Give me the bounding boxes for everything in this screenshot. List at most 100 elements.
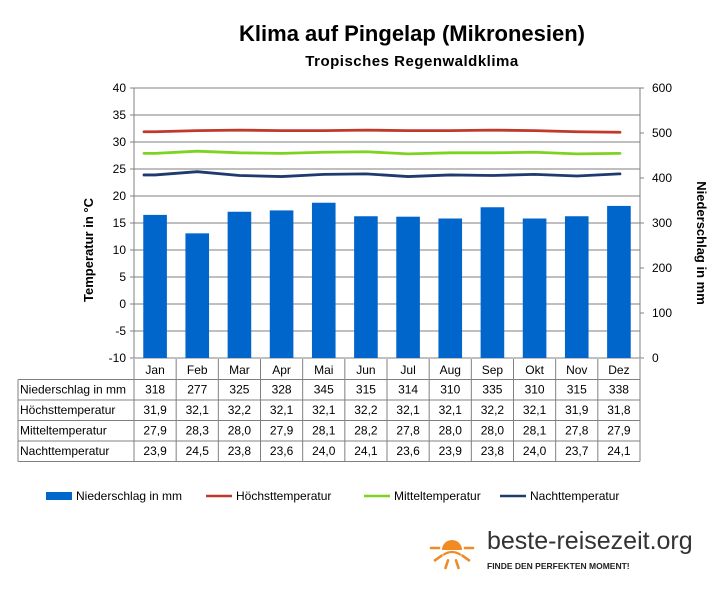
brand-tagline: FINDE DEN PERFEKTEN MOMENT! — [487, 561, 630, 571]
table-cell: 32,1 — [312, 403, 336, 417]
y-left-tick-label: -10 — [109, 351, 127, 365]
y-right-tick-label: 100 — [652, 306, 672, 320]
sun-ray — [454, 559, 460, 570]
table-cell: 28,0 — [439, 424, 463, 438]
table-cell: 31,9 — [565, 403, 589, 417]
table-cell: 27,9 — [607, 424, 631, 438]
table-cell: 335 — [482, 383, 502, 397]
table-cell: 27,9 — [270, 424, 294, 438]
sun-ray — [461, 554, 471, 562]
y-axis-left: 40 35 30 25 20 15 10 5 0 -5 -10 — [109, 81, 134, 365]
table-cell: 315 — [356, 383, 376, 397]
table-cell: 338 — [609, 383, 629, 397]
legend-label: Niederschlag in mm — [76, 489, 182, 503]
line-mitteltemperatur — [142, 149, 622, 156]
legend: Niederschlag in mm Höchsttemperatur Mittel… — [46, 489, 619, 503]
table-cell: 32,2 — [481, 403, 505, 417]
table-cell: 315 — [567, 383, 587, 397]
y-axis-left-label: Temperatur in °C — [81, 197, 96, 302]
y-left-tick-label: 0 — [119, 297, 126, 311]
table-cell: 23,8 — [228, 444, 252, 458]
table-cell: 23,6 — [270, 444, 294, 458]
precipitation-bar — [522, 218, 547, 358]
x-tick-label: Jul — [400, 363, 415, 377]
sun-smile — [442, 550, 462, 556]
legend-label: Mitteltemperatur — [394, 489, 481, 503]
table-row-label: Niederschlag in mm — [20, 383, 126, 397]
table-cell: 23,9 — [439, 444, 463, 458]
precipitation-bar — [311, 202, 336, 358]
x-tick-label: Feb — [187, 363, 208, 377]
brand-logo: beste-reisezeit.org FINDE DEN PERFEKTEN … — [429, 527, 693, 571]
table-cell: 24,0 — [312, 444, 336, 458]
y-left-tick-label: 30 — [113, 135, 127, 149]
table-cell: 24,1 — [354, 444, 378, 458]
table-cell: 28,0 — [228, 424, 252, 438]
y-left-tick-label: 25 — [113, 162, 127, 176]
y-right-tick-label: 400 — [652, 171, 672, 185]
precipitation-bar — [185, 233, 210, 358]
precipitation-bar — [564, 216, 589, 358]
legend-label: Höchsttemperatur — [236, 489, 331, 503]
table-cell: 318 — [145, 383, 165, 397]
table-row-label: Mitteltemperatur — [20, 424, 107, 438]
precipitation-bar — [438, 218, 463, 358]
table-cell: 328 — [272, 383, 292, 397]
y-right-tick-label: 300 — [652, 216, 672, 230]
legend-swatch — [46, 492, 72, 500]
line-höchsttemperatur — [142, 128, 622, 134]
sun-disc — [442, 540, 462, 550]
table-cell: 23,7 — [565, 444, 589, 458]
table-cell: 28,3 — [186, 424, 210, 438]
table-cell: 314 — [398, 383, 418, 397]
sun-icon — [429, 540, 475, 570]
table-cell: 32,2 — [354, 403, 378, 417]
y-axis-right-label: Niederschlag in mm — [694, 181, 709, 305]
y-right-tick-label: 500 — [652, 126, 672, 140]
y-left-tick-label: -5 — [115, 324, 126, 338]
y-right-tick-label: 600 — [652, 81, 672, 95]
x-tick-label: Nov — [566, 363, 587, 377]
x-tick-label: Mar — [229, 363, 250, 377]
plot-area — [133, 87, 641, 359]
table-cell: 32,1 — [523, 403, 547, 417]
table-cell: 32,1 — [439, 403, 463, 417]
table-cell: 28,0 — [481, 424, 505, 438]
table-cell: 27,8 — [565, 424, 589, 438]
table-cell: 32,1 — [396, 403, 420, 417]
chart-subtitle: Tropisches Regenwaldklima — [305, 53, 519, 70]
x-tick-label: Okt — [525, 363, 544, 377]
table-cell: 345 — [314, 383, 334, 397]
x-tick-label: Jun — [356, 363, 375, 377]
x-tick-label: Apr — [272, 363, 291, 377]
table-cell: 27,8 — [396, 424, 420, 438]
sun-ray — [433, 554, 443, 562]
table-cell: 24,1 — [607, 444, 631, 458]
y-left-tick-label: 20 — [113, 189, 127, 203]
table-cell: 23,6 — [396, 444, 420, 458]
y-left-tick-label: 15 — [113, 216, 127, 230]
table-cell: 28,1 — [312, 424, 336, 438]
table-cell: 32,1 — [186, 403, 210, 417]
precipitation-bar — [480, 207, 505, 358]
precipitation-bar — [227, 211, 252, 358]
precipitation-bar — [143, 214, 167, 358]
x-tick-label: Dez — [608, 363, 629, 377]
y-axis-right: 600 500 400 300 200 100 0 — [640, 81, 672, 365]
table-row-label: Nachttemperatur — [20, 444, 109, 458]
data-table: Jan Feb Mar Apr Mai Jun Jul Aug Sep Okt Nov Dez Nied… — [17, 359, 641, 462]
table-cell: 31,8 — [607, 403, 631, 417]
precipitation-bar — [269, 210, 294, 358]
table-cell: 24,5 — [186, 444, 210, 458]
precipitation-bar — [396, 216, 420, 358]
table-row-label: Höchsttemperatur — [20, 403, 115, 417]
table-cell: 23,8 — [481, 444, 505, 458]
table-cell: 32,2 — [228, 403, 252, 417]
y-right-tick-label: 0 — [652, 351, 659, 365]
table-cell: 28,2 — [354, 424, 378, 438]
line-nachttemperatur — [142, 170, 622, 178]
x-tick-label: Sep — [482, 363, 504, 377]
table-cell: 31,9 — [143, 403, 167, 417]
x-tick-label: Aug — [440, 363, 461, 377]
precipitation-bar — [607, 205, 631, 358]
